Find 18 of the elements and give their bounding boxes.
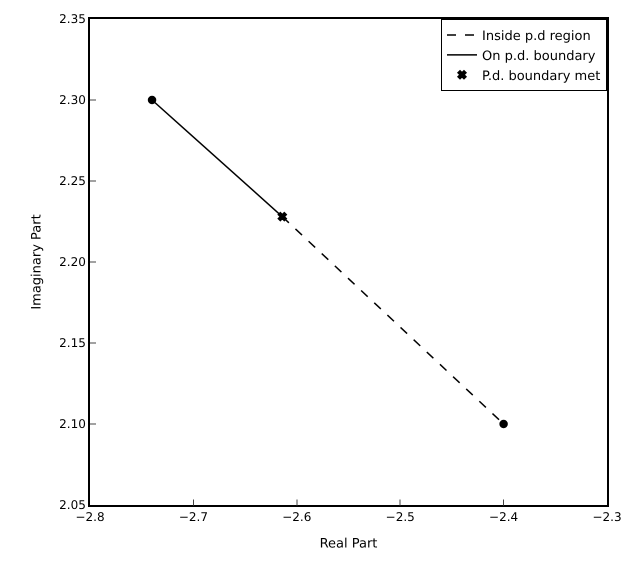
x-tick-label: −2.8: [75, 510, 105, 524]
legend-label: Inside p.d region: [482, 29, 591, 44]
y-tick-label: 2.20: [59, 255, 86, 270]
x-tick-label: −2.4: [489, 510, 518, 524]
x-tick-label: −2.5: [386, 510, 415, 524]
x-tick-label: −2.7: [178, 510, 208, 524]
x-axis-title: Real Part: [320, 536, 378, 552]
y-tick-label: 2.05: [59, 498, 86, 512]
y-axis-title: Imaginary Part: [30, 214, 45, 310]
legend-label: P.d. boundary met: [482, 68, 600, 84]
x-tick-label: −2.3: [592, 510, 622, 524]
y-tick-label: 2.35: [59, 12, 86, 26]
legend-label: On p.d. boundary: [482, 48, 596, 64]
y-tick-label: 2.15: [59, 336, 86, 350]
x-tick-label: −2.6: [282, 510, 312, 524]
y-tick-label: 2.25: [59, 174, 86, 188]
y-tick-label: 2.10: [59, 417, 86, 432]
y-tick-label: 2.30: [59, 93, 86, 108]
